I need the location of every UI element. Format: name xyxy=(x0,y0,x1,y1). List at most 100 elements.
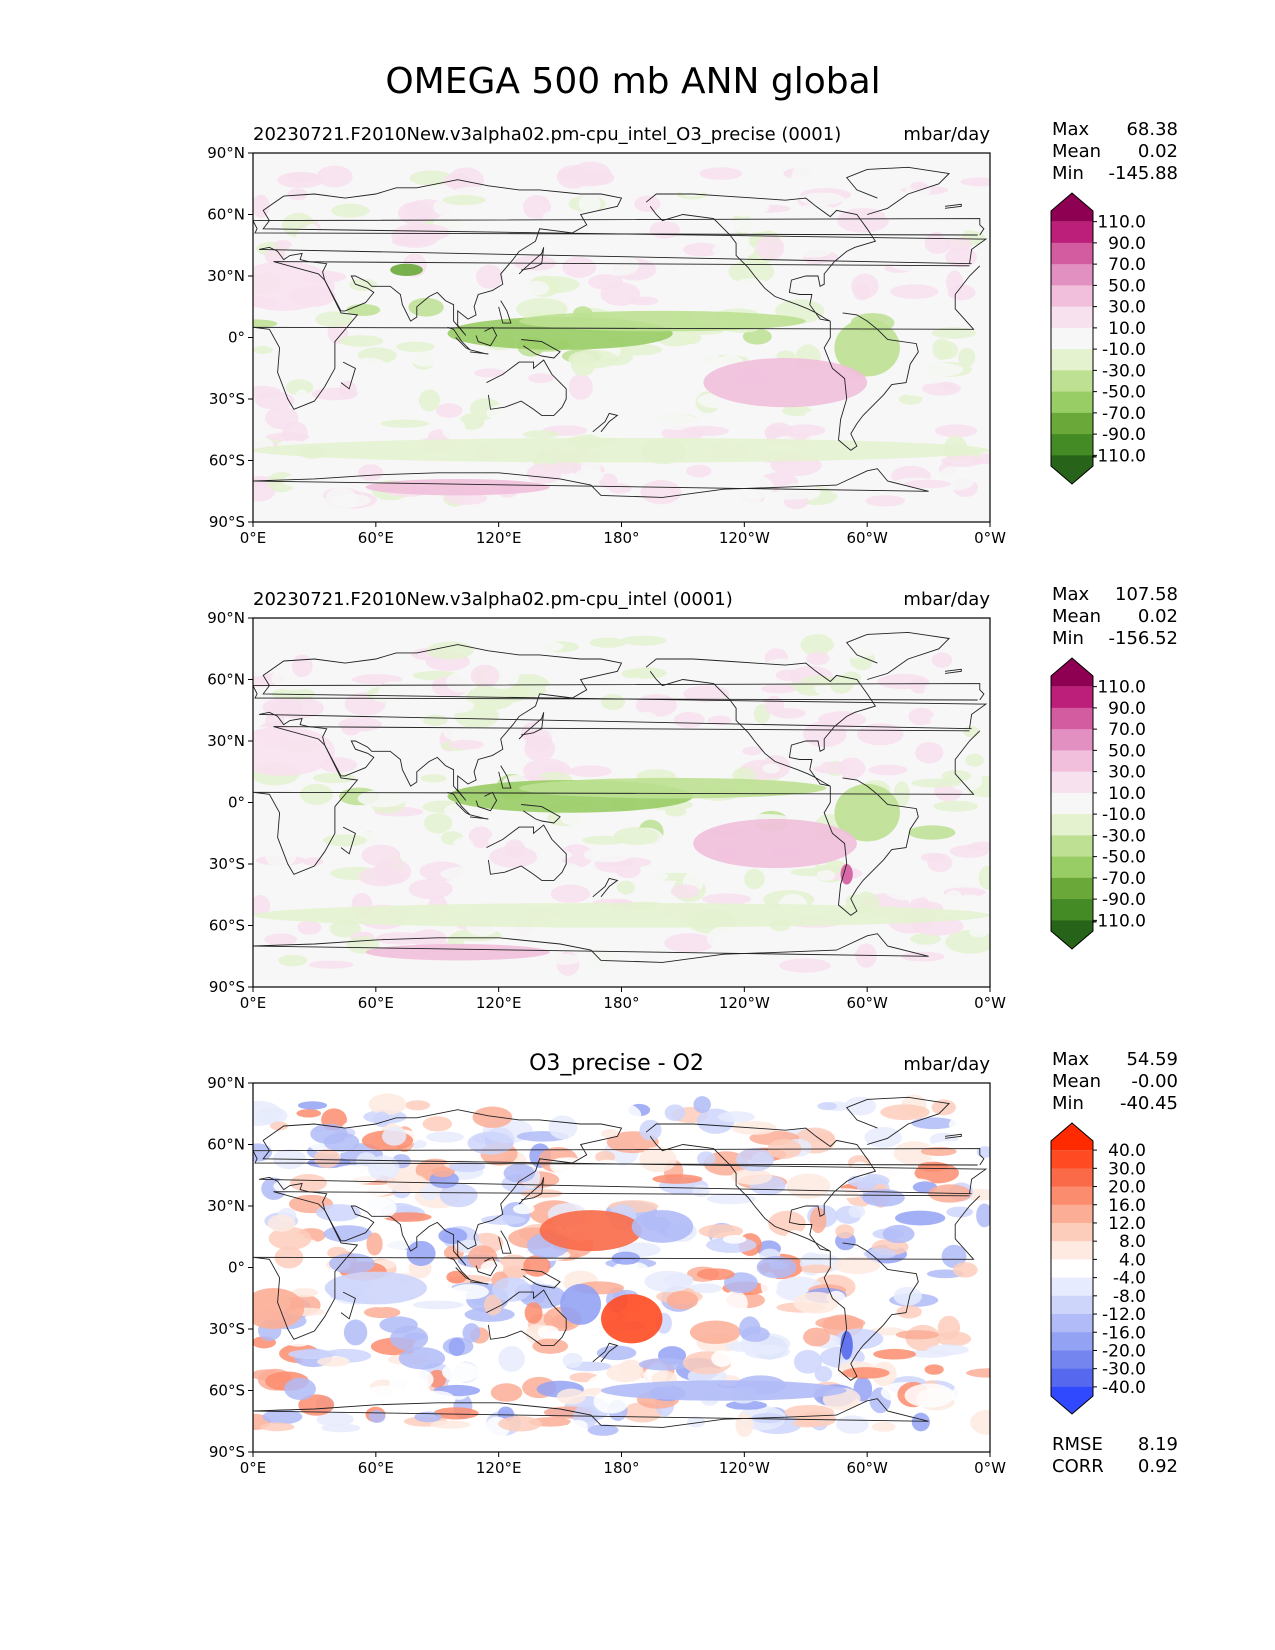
colorbar-segment xyxy=(1051,1350,1093,1370)
field-blob xyxy=(297,1101,328,1110)
field-blob xyxy=(687,1416,706,1428)
field-blob xyxy=(568,732,591,746)
field-blob xyxy=(574,468,604,484)
field-blob xyxy=(369,311,407,335)
field-blob xyxy=(479,883,500,899)
field-blob xyxy=(564,653,611,674)
field-blob xyxy=(827,1188,864,1199)
colorbar-tick-label: -4.0 xyxy=(1113,1269,1146,1289)
field-blob xyxy=(338,335,384,347)
feature-antarctic-coast-subsidence xyxy=(365,943,550,961)
coastline xyxy=(944,203,962,209)
colorbar-tick-label: 12.0 xyxy=(1108,1214,1146,1234)
feature-sahara-subsidence xyxy=(253,261,335,311)
field-blob xyxy=(851,273,879,299)
field-blob xyxy=(944,1358,985,1368)
field-blob xyxy=(483,1294,503,1316)
field-blob xyxy=(442,194,486,206)
field-blob xyxy=(431,1166,454,1178)
coastline xyxy=(447,1256,471,1281)
colorbar-tick-label: 40.0 xyxy=(1108,1141,1146,1161)
field-blob xyxy=(321,1423,361,1433)
units-label: mbar/day xyxy=(903,1054,990,1075)
y-tick-label: 0° xyxy=(228,794,245,812)
colorbar-segment xyxy=(1051,1186,1093,1206)
coastline xyxy=(253,1148,985,1166)
field-blob xyxy=(565,1329,612,1347)
x-tick-label: 60°E xyxy=(358,1459,394,1477)
field-blob xyxy=(253,345,273,354)
field-blob xyxy=(779,958,831,973)
field-blob xyxy=(300,783,334,805)
field-blob xyxy=(652,414,701,430)
coastline xyxy=(259,179,988,336)
field-blob xyxy=(873,395,892,405)
field-blob xyxy=(555,667,583,693)
panel-title: O3_precise - O2 xyxy=(529,1051,704,1076)
field-blob xyxy=(890,257,939,272)
field-blob xyxy=(422,714,448,726)
field-blob xyxy=(423,812,453,834)
field-blob xyxy=(390,1325,429,1351)
field-blob xyxy=(291,654,313,678)
field-blob xyxy=(809,1207,827,1234)
coastline xyxy=(259,644,988,801)
field-blob xyxy=(697,1151,716,1167)
field-blob xyxy=(600,282,641,306)
field-blob xyxy=(413,1300,464,1310)
field-blob xyxy=(492,1277,532,1302)
colorbar-segment xyxy=(1051,349,1093,371)
field-blob xyxy=(848,1205,866,1218)
field-blob xyxy=(941,1244,967,1269)
colorbar-segment xyxy=(1051,877,1093,900)
field-blob xyxy=(284,1334,312,1347)
field-blob xyxy=(850,418,874,429)
field-blob xyxy=(361,844,401,867)
field-blob xyxy=(696,1268,735,1281)
field-blob xyxy=(803,758,824,768)
field-blob xyxy=(965,1368,990,1378)
colorbar-segment xyxy=(1051,391,1093,414)
panels: 0°E 60°E 120°E 180° 120°W 60°W 0°W 90°N 60°N 30°N… xyxy=(207,119,1178,1477)
stat-max-value: 68.38 xyxy=(1126,119,1178,140)
field-blob xyxy=(803,1327,831,1347)
field-blob xyxy=(640,480,682,505)
colorbar-segment xyxy=(1051,264,1093,286)
field-blob xyxy=(462,1323,481,1343)
field-blob xyxy=(589,637,627,648)
coastline xyxy=(518,247,545,275)
field-blob xyxy=(474,368,506,378)
x-tick-label: 120°E xyxy=(476,994,522,1012)
field-blob xyxy=(490,1383,523,1402)
field-blob xyxy=(926,1344,969,1356)
field-blob xyxy=(692,1184,710,1198)
colorbar-tick-label: -110.0 xyxy=(1091,911,1146,931)
field-blob xyxy=(946,270,964,294)
field-blob xyxy=(480,1260,504,1276)
field-blob xyxy=(911,778,962,788)
stat-mean-value: 0.02 xyxy=(1138,141,1178,162)
field-blob xyxy=(732,410,768,425)
units-label: mbar/day xyxy=(903,124,990,145)
field-blob xyxy=(429,1420,471,1429)
field-blob xyxy=(681,425,729,437)
field-blob xyxy=(325,487,358,511)
field-blob xyxy=(420,774,447,783)
field-blob xyxy=(428,244,449,261)
colorbar-segment xyxy=(1051,1150,1093,1169)
field-blob xyxy=(449,1284,489,1300)
coastline xyxy=(845,1096,951,1145)
x-tick-label: 60°E xyxy=(358,994,394,1012)
x-tick-label: 0°E xyxy=(240,994,267,1012)
colorbar-tick-label: -70.0 xyxy=(1102,869,1146,889)
field-blob xyxy=(934,424,978,438)
map-field xyxy=(253,1083,990,1452)
field-blob xyxy=(448,1161,486,1173)
stat-min-label: Min xyxy=(1052,628,1084,649)
feature-amazon-ascent xyxy=(834,784,900,842)
colorbar-segment xyxy=(1051,1241,1093,1260)
colorbar-tick-label: 30.0 xyxy=(1108,298,1146,318)
field-blob xyxy=(938,341,959,359)
field-blob xyxy=(722,1290,748,1317)
field-blob xyxy=(921,381,961,396)
